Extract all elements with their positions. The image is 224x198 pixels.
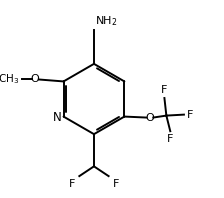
Text: F: F: [69, 179, 75, 189]
Text: NH$_2$: NH$_2$: [95, 14, 118, 28]
Text: F: F: [112, 179, 119, 189]
Text: F: F: [161, 86, 168, 95]
Text: CH$_3$: CH$_3$: [0, 72, 20, 86]
Text: O: O: [145, 112, 154, 123]
Text: F: F: [167, 134, 173, 144]
Text: F: F: [186, 110, 193, 120]
Text: N: N: [52, 111, 61, 124]
Text: O: O: [31, 74, 40, 85]
